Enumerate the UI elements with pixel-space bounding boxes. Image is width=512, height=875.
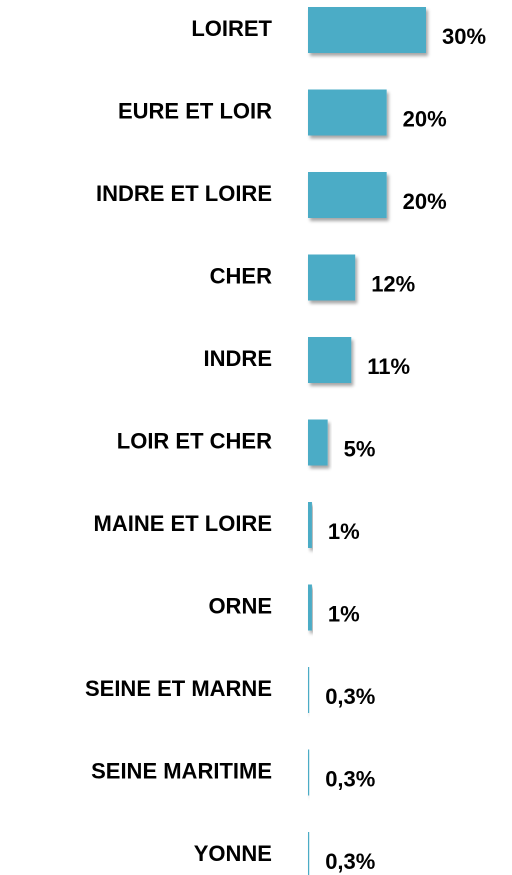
value-label: 1% — [328, 519, 360, 544]
value-label: 0,3% — [325, 849, 375, 874]
category-label: MAINE ET LOIRE — [94, 511, 272, 536]
value-label: 0,3% — [325, 684, 375, 709]
category-label: CHER — [210, 263, 272, 288]
category-label: EURE ET LOIR — [118, 98, 272, 123]
value-label: 1% — [328, 601, 360, 626]
bar — [308, 667, 310, 713]
category-label: YONNE — [194, 841, 272, 866]
value-label: 12% — [371, 271, 415, 296]
category-label: INDRE — [204, 346, 272, 371]
bar — [308, 7, 426, 53]
category-label: SEINE MARITIME — [91, 758, 272, 783]
value-label: 20% — [403, 106, 447, 131]
category-label: ORNE — [208, 593, 272, 618]
bar — [308, 502, 312, 548]
bar — [308, 254, 356, 301]
bar — [308, 337, 352, 383]
category-label: LOIRET — [191, 16, 272, 41]
category-label: SEINE ET MARNE — [85, 676, 272, 701]
bar — [308, 749, 310, 796]
bar — [308, 89, 387, 136]
bar — [308, 584, 312, 631]
value-label: 0,3% — [325, 766, 375, 791]
value-label: 5% — [344, 436, 376, 461]
value-label: 20% — [403, 189, 447, 214]
category-label: INDRE ET LOIRE — [96, 181, 272, 206]
bar — [308, 832, 310, 875]
value-label: 11% — [367, 354, 410, 379]
bar — [308, 419, 328, 466]
bar — [308, 172, 387, 218]
category-label: LOIR ET CHER — [117, 428, 272, 453]
value-label: 30% — [442, 24, 486, 49]
